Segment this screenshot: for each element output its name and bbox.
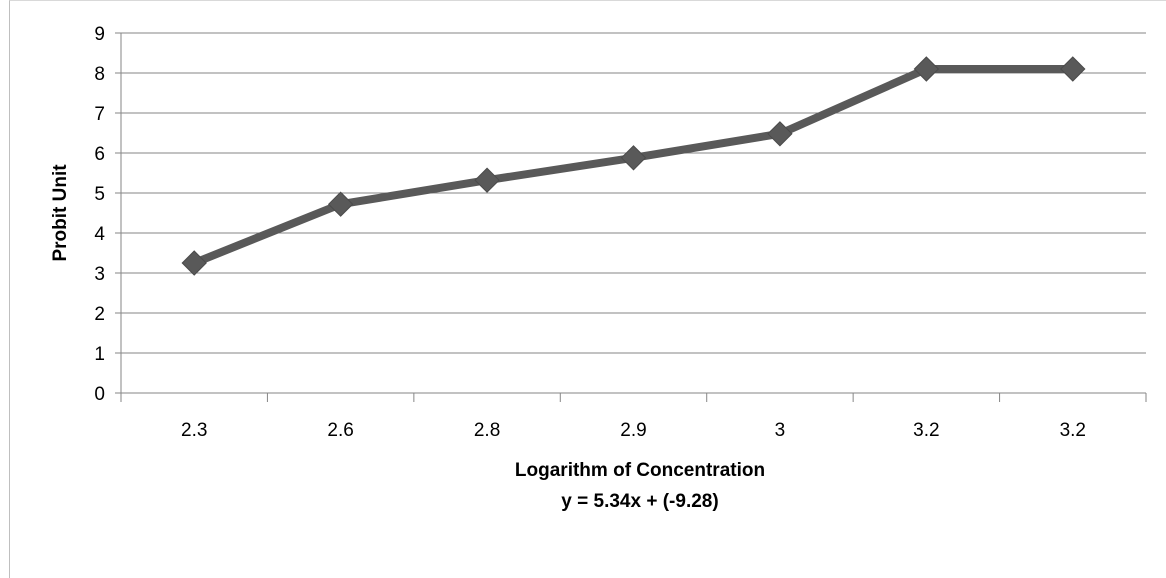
- data-point-marker: [620, 145, 647, 171]
- y-tick-label: 9: [94, 24, 105, 45]
- x-axis-title: Logarithm of Concentration: [515, 460, 765, 481]
- y-tick-labels: 0 1 2 3 4 5 6 7 8 9: [94, 24, 105, 405]
- x-tick-label: 2.9: [620, 420, 646, 441]
- y-tick-label: 8: [94, 64, 105, 85]
- data-point-marker: [913, 56, 940, 82]
- y-tick-label: 1: [94, 344, 105, 365]
- chart-frame: [9, 0, 1166, 578]
- y-tick-label: 3: [94, 264, 105, 285]
- x-tick-label: 2.3: [181, 420, 207, 441]
- x-tick-labels: 2.3 2.6 2.8 2.9 3 3.2 3.2: [181, 420, 1086, 441]
- data-point-marker: [181, 250, 207, 276]
- data-point-marker: [474, 167, 500, 193]
- y-tick-label: 5: [94, 184, 105, 205]
- x-tick-label: 3: [775, 420, 786, 441]
- x-tick-label: 3.2: [913, 420, 939, 441]
- data-point-marker: [1060, 56, 1086, 82]
- y-tick-label: 4: [94, 224, 105, 245]
- y-tick-label: 6: [94, 144, 105, 165]
- x-tick-label: 3.2: [1060, 420, 1086, 441]
- data-series: [181, 56, 1086, 276]
- axes: [115, 32, 1147, 402]
- y-axis-title: Probit Unit: [50, 164, 71, 262]
- y-tick-label: 2: [94, 304, 105, 325]
- x-tick-label: 2.6: [327, 420, 353, 441]
- y-tick-label: 0: [94, 384, 105, 405]
- data-point-marker: [767, 121, 793, 147]
- x-tick-label: 2.8: [474, 420, 500, 441]
- data-point-marker: [327, 191, 354, 217]
- y-tick-label: 7: [94, 104, 105, 125]
- trendline-equation: y = 5.34x + (-9.28): [561, 491, 718, 512]
- gridlines: [121, 32, 1146, 354]
